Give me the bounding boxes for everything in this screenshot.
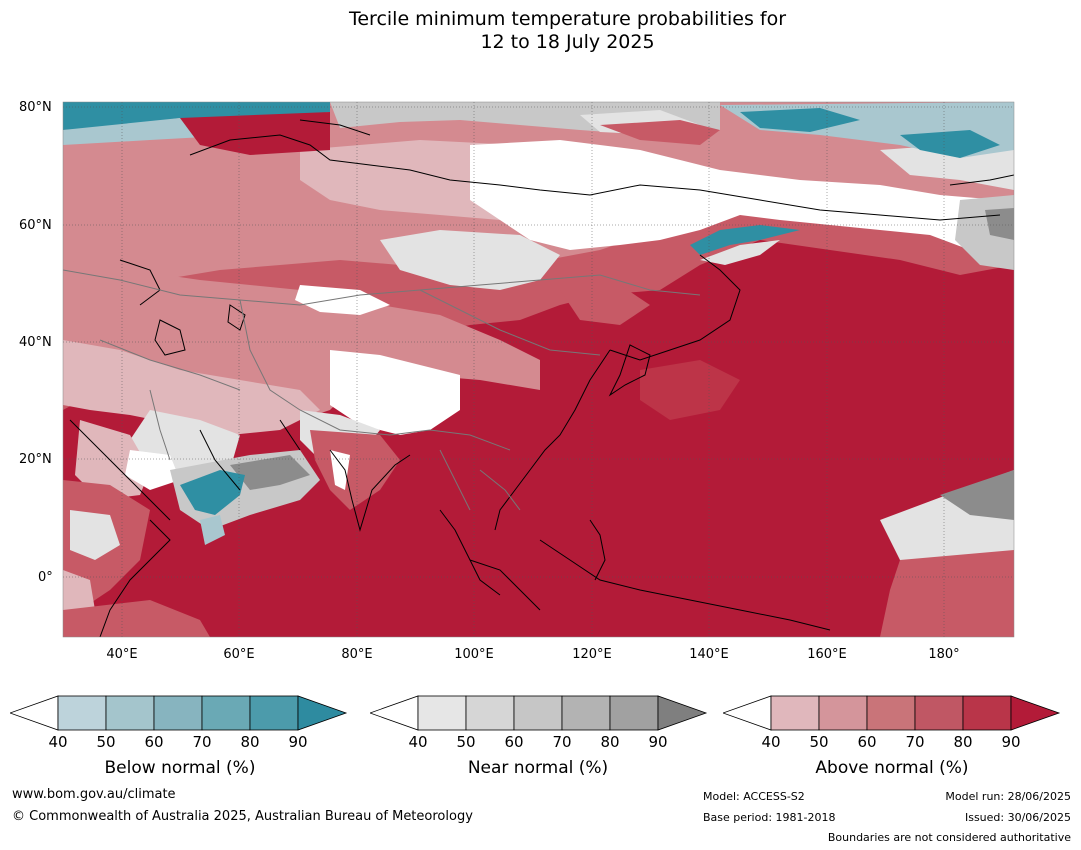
below-tick-60: 60 [144, 733, 163, 751]
colorbar-below-title: Below normal (%) [104, 758, 256, 778]
lon-label-160e: 160°E [807, 647, 847, 660]
lon-label-140e: 140°E [689, 647, 729, 660]
above-tick-40: 40 [761, 733, 780, 751]
footer-copyright: © Commonwealth of Australia 2025, Austra… [12, 809, 473, 824]
lat-label-60n: 60°N [19, 218, 52, 233]
below-segment-40 [57, 695, 107, 731]
near-tick-90: 90 [648, 733, 667, 751]
below-segment-60 [153, 695, 203, 731]
lon-label-100e: 100°E [454, 647, 494, 660]
lon-label-40e: 40°E [106, 647, 137, 660]
below-tick-40: 40 [48, 733, 67, 751]
lon-label-120e: 120°E [572, 647, 612, 660]
title-line-2: 12 to 18 July 2025 [480, 31, 655, 53]
coastlines [69, 119, 1014, 637]
near-segment-60 [513, 695, 563, 731]
lon-label-180: 180° [928, 647, 959, 660]
near-tick-70: 70 [552, 733, 571, 751]
gridlines [63, 102, 1014, 637]
near-tick-60: 60 [504, 733, 523, 751]
near-tick-40: 40 [408, 733, 427, 751]
footer-url: www.bom.gov.au/climate [12, 787, 176, 802]
above-tick-70: 70 [905, 733, 924, 751]
above-segment-50 [818, 695, 868, 731]
above-extend-low [723, 695, 772, 731]
above-tick-50: 50 [809, 733, 828, 751]
colorbar-near-title: Near normal (%) [467, 758, 609, 778]
map-field [63, 102, 1014, 637]
below-extend-low [10, 695, 59, 731]
above-segment-80 [962, 695, 1012, 731]
lat-label-40n: 40°N [19, 335, 52, 350]
near-segment-80 [609, 695, 659, 731]
above-segment-60 [866, 695, 916, 731]
chart-title: Tercile minimum temperature probabilitie… [0, 8, 1081, 54]
colorbar-above-title: Above normal (%) [815, 758, 969, 778]
below-segment-80 [249, 695, 299, 731]
near-segment-40 [417, 695, 467, 731]
boundaries [63, 269, 701, 511]
colorbar-above: 40 50 60 70 80 90 [723, 690, 1063, 752]
near-segment-50 [465, 695, 515, 731]
below-tick-50: 50 [96, 733, 115, 751]
below-segment-50 [105, 695, 155, 731]
near-segment-70 [561, 695, 611, 731]
above-extend-high [1010, 695, 1061, 731]
above-tick-90: 90 [1001, 733, 1020, 751]
below-segment-70 [201, 695, 251, 731]
footer-base-period: Base period: 1981-2018 [703, 811, 836, 824]
near-extend-low [370, 695, 419, 731]
footer-issued: Issued: 30/06/2025 [964, 811, 1071, 824]
near-extend-high [657, 695, 708, 731]
colorbar-below: 40 50 60 70 80 90 [10, 690, 350, 752]
footer-disclaimer: Boundaries are not considered authoritat… [827, 831, 1071, 844]
above-tick-60: 60 [857, 733, 876, 751]
below-tick-80: 80 [240, 733, 259, 751]
forecast-map: 80°N 60°N 40°N 20°N 0° 40°E 60°E 80°E 10… [0, 90, 1081, 664]
lat-label-0: 0° [38, 570, 53, 585]
near-tick-50: 50 [456, 733, 475, 751]
above-segment-40 [770, 695, 820, 731]
footer-model-run: Model run: 28/06/2025 [945, 790, 1071, 803]
near-tick-80: 80 [600, 733, 619, 751]
lat-label-20n: 20°N [19, 452, 52, 467]
lon-label-60e: 60°E [223, 647, 254, 660]
colorbar-near: 40 50 60 70 80 90 [370, 690, 710, 752]
below-tick-70: 70 [192, 733, 211, 751]
above-segment-70 [914, 695, 964, 731]
footer-model: Model: ACCESS-S2 [703, 790, 805, 803]
lon-label-80e: 80°E [341, 647, 372, 660]
lat-label-80n: 80°N [19, 100, 52, 115]
above-tick-80: 80 [953, 733, 972, 751]
title-line-1: Tercile minimum temperature probabilitie… [348, 8, 787, 30]
below-tick-90: 90 [288, 733, 307, 751]
below-extend-high [297, 695, 348, 731]
